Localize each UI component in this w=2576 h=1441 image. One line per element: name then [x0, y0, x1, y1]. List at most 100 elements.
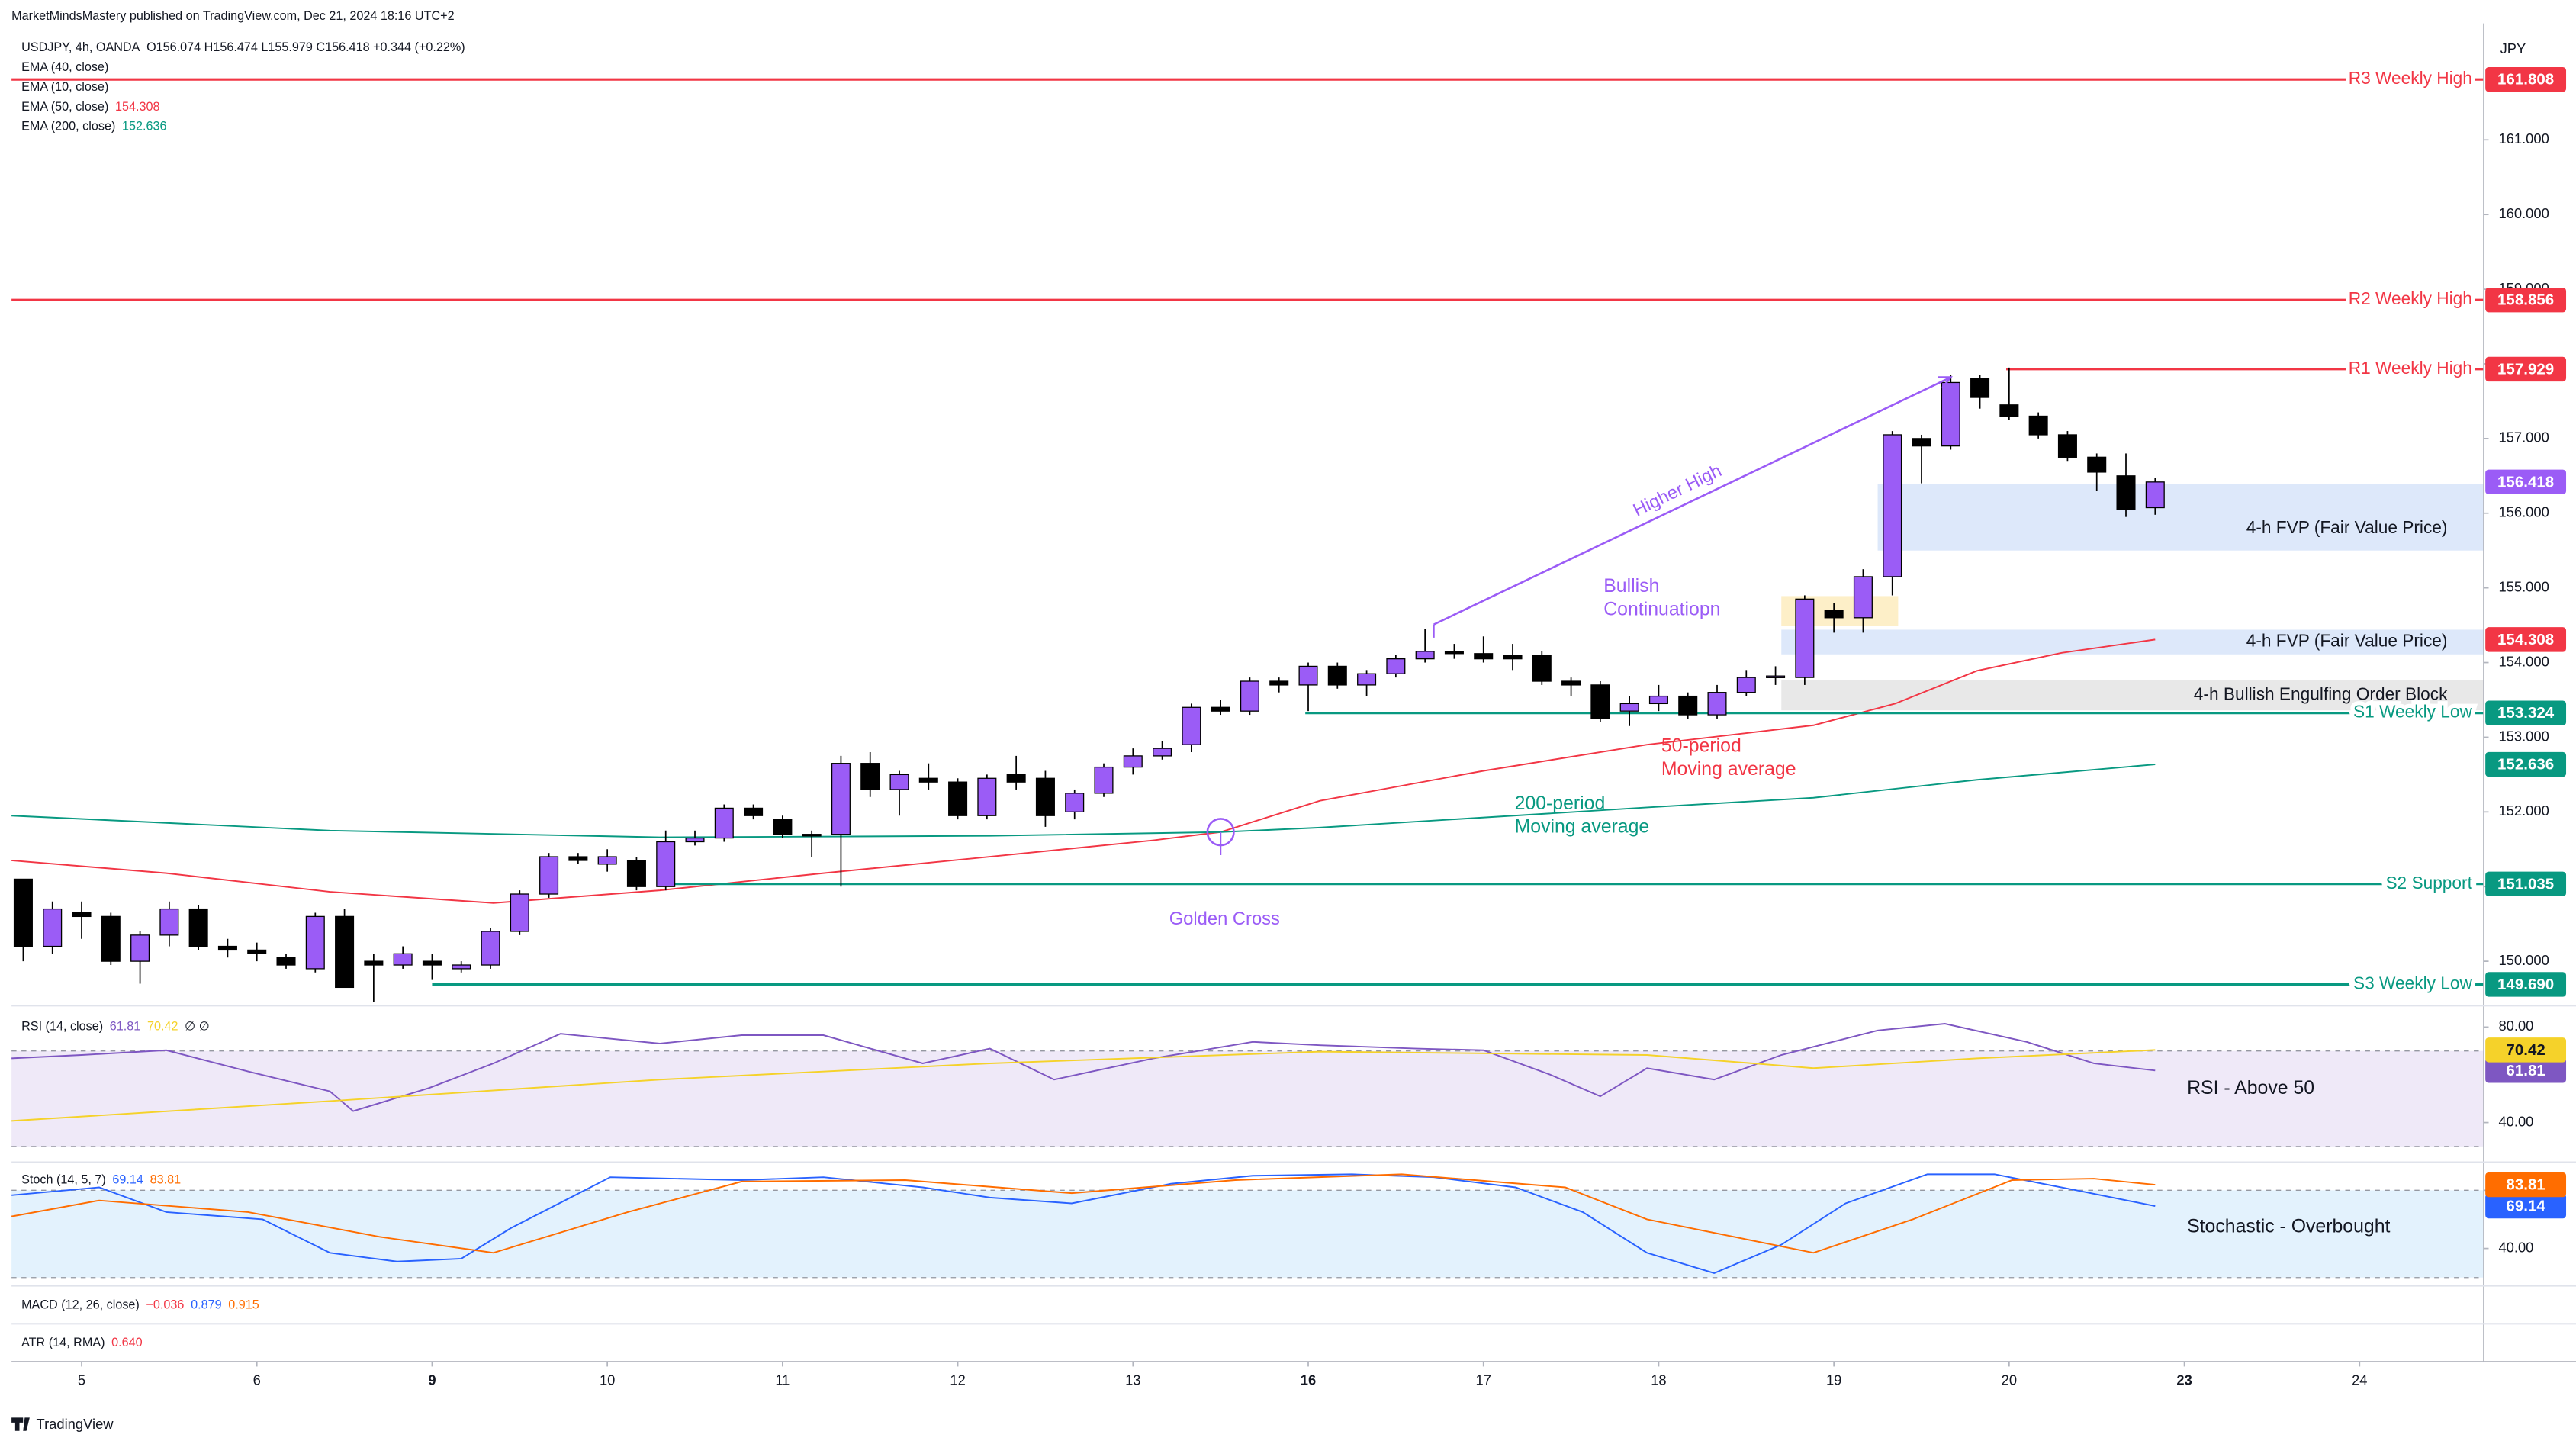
candle-body	[2116, 475, 2136, 510]
legend-title: USDJPY, 4h, OANDA	[21, 40, 140, 54]
candle-body	[1153, 748, 1172, 757]
legend-value: 154.308	[115, 100, 160, 114]
price-badge	[2485, 1172, 2567, 1198]
candle-body	[2145, 481, 2165, 509]
level-label: R1 Weekly High	[2349, 358, 2472, 378]
candle-body	[1065, 793, 1085, 812]
candle-body	[1707, 692, 1727, 716]
candle-body	[1648, 695, 1668, 705]
candle-body	[1006, 774, 1026, 783]
candle-body	[1444, 651, 1464, 655]
price-badge-label: 154.308	[2497, 631, 2554, 648]
zone	[1781, 680, 2484, 711]
brand: TradingView	[11, 1416, 114, 1432]
legend-value: ∅ ∅	[185, 1020, 210, 1034]
candle-body	[831, 763, 851, 835]
indicator-note: Stochastic - Overbought	[2187, 1216, 2390, 1237]
price-badge	[2485, 1037, 2567, 1063]
zone	[1877, 484, 2484, 551]
legend-title: EMA (10, close)	[21, 80, 108, 94]
y-tick-label: 156.000	[2498, 504, 2549, 520]
candle-body	[43, 908, 63, 947]
legend-row: EMA (50, close) 154.308	[21, 100, 159, 114]
legend-value: 0.640	[111, 1336, 143, 1349]
indicator-line	[11, 1173, 2156, 1275]
candle-body	[101, 915, 121, 962]
x-tick-label: 9	[428, 1372, 436, 1388]
x-tick-label: 5	[78, 1372, 85, 1388]
indicator-line	[11, 1049, 2156, 1122]
candle-body	[1503, 655, 1523, 660]
price-badge	[2485, 356, 2567, 382]
x-tick-label: 18	[1651, 1372, 1666, 1388]
brand-name: TradingView	[37, 1416, 114, 1432]
candle-body	[773, 819, 793, 835]
candle-body	[1035, 777, 1055, 816]
price-badge-label: 158.856	[2497, 291, 2554, 309]
price-badge	[2485, 627, 2567, 652]
legend-title: EMA (50, close)	[21, 100, 108, 114]
candle-body	[452, 964, 471, 970]
candle-body	[335, 915, 355, 989]
price-badge	[2485, 972, 2567, 997]
y-tick-label: 153.000	[2498, 728, 2549, 744]
price-badge-label: 161.808	[2497, 71, 2554, 88]
x-tick-label: 19	[1826, 1372, 1841, 1388]
candle-body	[977, 777, 997, 816]
candle-body	[510, 893, 529, 932]
legend-title: EMA (200, close)	[21, 120, 115, 133]
x-tick-label: 17	[1476, 1372, 1491, 1388]
candle-body	[1532, 655, 1552, 682]
candle-body	[889, 774, 909, 790]
y-tick-label: 40.00	[2498, 1113, 2533, 1129]
candle-body	[1357, 673, 1377, 686]
currency: JPY	[2500, 40, 2526, 56]
candle-body	[130, 934, 150, 962]
level-label: S3 Weekly Low	[2353, 973, 2472, 992]
y-tick-label: 161.000	[2498, 130, 2549, 146]
price-badge-label: 61.81	[2506, 1062, 2545, 1079]
candle-body	[422, 960, 442, 966]
legend-title: MACD (12, 26, close)	[21, 1298, 140, 1312]
legend-row: ATR (14, RMA) 0.640	[21, 1336, 143, 1349]
legend-title: Stoch (14, 5, 7)	[21, 1173, 106, 1187]
legend-row: RSI (14, close) 61.81 70.42 ∅ ∅	[21, 1020, 210, 1034]
legend-value: 152.636	[122, 120, 167, 133]
candle-body	[2057, 434, 2077, 458]
candle-body	[1240, 680, 1259, 712]
legend-title: RSI (14, close)	[21, 1020, 103, 1034]
candle-body	[1619, 703, 1639, 712]
legend-row: EMA (40, close)	[21, 60, 108, 74]
candle-body	[685, 837, 705, 843]
level-label: R2 Weekly High	[2349, 288, 2472, 308]
annotation-text: Golden Cross	[1169, 909, 1280, 929]
candle-body	[1182, 706, 1201, 745]
price-badge-label: 83.81	[2506, 1176, 2545, 1194]
candle-body	[1912, 438, 1931, 447]
price-badge	[2485, 1193, 2567, 1219]
candle-body	[1415, 651, 1435, 660]
candle-body	[305, 915, 325, 970]
price-badge-label: 149.690	[2497, 976, 2554, 993]
annotation-text: Bullish	[1603, 576, 1659, 597]
x-tick-label: 13	[1125, 1372, 1140, 1388]
x-tick-label: 12	[950, 1372, 965, 1388]
candle-body	[1386, 658, 1406, 674]
indicator-line	[11, 1173, 2156, 1254]
legend-value: −0.036	[146, 1298, 184, 1312]
candle-body	[626, 860, 646, 887]
brand-logo	[11, 1417, 30, 1431]
legend-value: 0.915	[228, 1298, 259, 1312]
zone-label: 4-h FVP (Fair Value Price)	[2246, 631, 2448, 651]
legend-row: Stoch (14, 5, 7) 69.14 83.81	[21, 1173, 181, 1187]
y-tick-label: 152.000	[2498, 803, 2549, 819]
annotation-text: 50-period	[1661, 736, 1741, 757]
indicator-band	[11, 1190, 2484, 1278]
x-tick-label: 24	[2352, 1372, 2367, 1388]
candle-body	[393, 953, 413, 966]
arrow-head	[1938, 376, 1953, 388]
candle-body	[13, 878, 33, 947]
candle-body	[1824, 610, 1844, 619]
